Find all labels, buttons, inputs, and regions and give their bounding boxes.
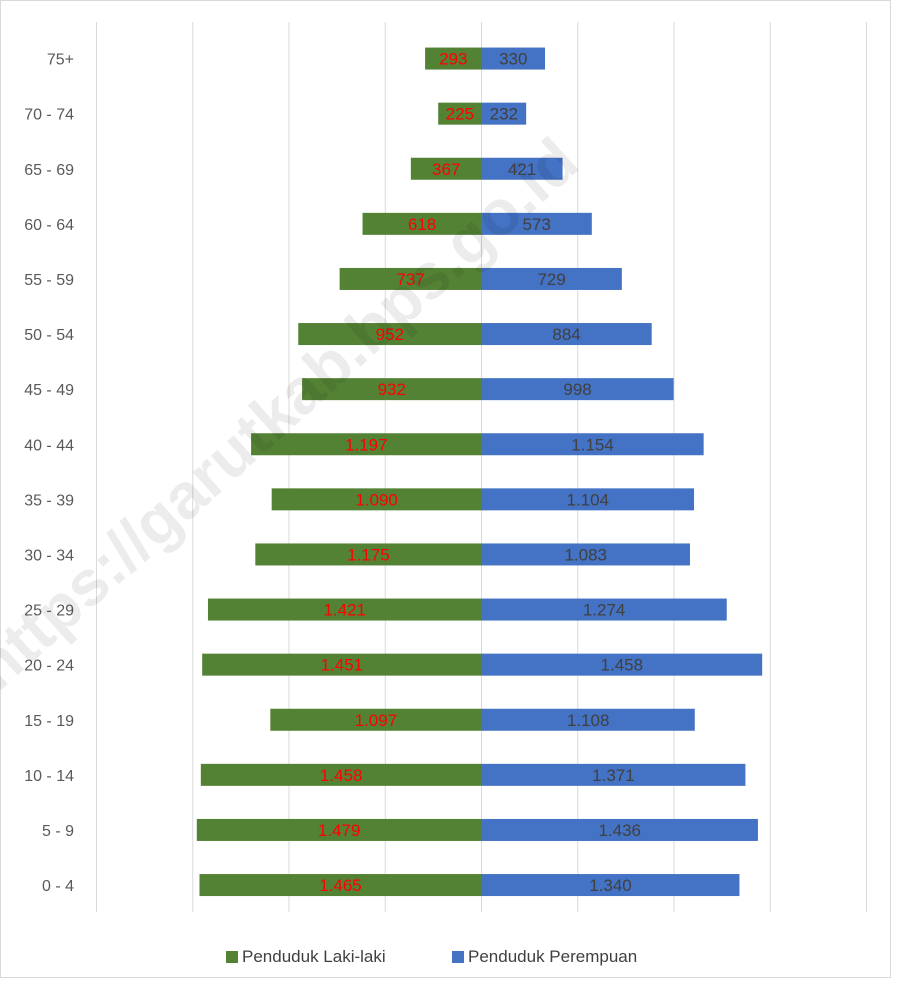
bar-female	[481, 323, 652, 346]
category-label: 30 - 34	[24, 547, 74, 564]
bar-male	[425, 47, 482, 70]
bar-male	[270, 708, 482, 731]
legend-label-male: Penduduk Laki-laki	[242, 947, 386, 966]
bar-female	[481, 653, 763, 676]
data-label-male: 618	[408, 215, 436, 234]
data-label-female: 330	[499, 50, 527, 69]
data-label-female: 232	[490, 105, 518, 124]
category-label: 15 - 19	[24, 713, 74, 730]
bar-female	[481, 488, 695, 511]
data-label-female: 573	[522, 215, 550, 234]
category-label: 60 - 64	[24, 217, 74, 234]
data-label-male: 932	[378, 380, 406, 399]
data-label-female: 1.108	[567, 711, 610, 730]
data-label-female: 1.340	[589, 876, 632, 895]
bar-female	[481, 47, 546, 70]
category-label: 25 - 29	[24, 603, 74, 620]
bar-female	[481, 157, 563, 180]
data-label-male: 952	[376, 325, 404, 344]
bar-female	[481, 708, 695, 731]
data-label-male: 1.421	[323, 601, 366, 620]
data-label-male: 1.197	[345, 435, 388, 454]
bar-female	[481, 598, 727, 621]
bar-female	[481, 212, 592, 235]
category-label: 20 - 24	[24, 658, 74, 675]
bar-female	[481, 267, 622, 290]
bar-male	[199, 874, 482, 897]
data-label-male: 225	[446, 105, 474, 124]
gridlines	[96, 22, 867, 912]
bar-female	[481, 543, 690, 566]
data-label-male: 1.097	[355, 711, 398, 730]
data-label-female: 884	[552, 325, 580, 344]
category-label: 55 - 59	[24, 272, 74, 289]
data-label-male: 293	[439, 50, 467, 69]
bar-male	[410, 157, 482, 180]
data-label-female: 1.371	[592, 766, 635, 785]
bar-male	[438, 102, 482, 125]
category-labels: 75+ 70 - 74 65 - 69 60 - 64 55 - 59 50 - 54 45…	[24, 52, 74, 895]
category-label: 65 - 69	[24, 162, 74, 179]
data-label-male: 367	[432, 160, 460, 179]
bar-male	[207, 598, 482, 621]
bars	[196, 47, 763, 897]
bar-female	[481, 818, 758, 841]
legend-swatch-male	[226, 951, 238, 963]
data-label-female: 1.083	[564, 545, 607, 564]
bar-female	[481, 874, 740, 897]
bar-male	[302, 378, 482, 401]
data-label-female: 421	[508, 160, 536, 179]
bar-female	[481, 102, 527, 125]
data-label-female: 1.104	[566, 490, 609, 509]
bar-male	[362, 212, 482, 235]
bar-male	[271, 488, 482, 511]
legend: Penduduk Laki-laki Penduduk Perempuan	[226, 947, 637, 966]
data-label-female: 1.458	[601, 656, 644, 675]
category-label: 70 - 74	[24, 107, 74, 124]
data-label-male: 1.451	[321, 656, 364, 675]
data-label-male: 1.479	[318, 821, 361, 840]
category-label: 40 - 44	[24, 437, 74, 454]
bar-female	[481, 378, 674, 401]
data-label-male: 1.465	[319, 876, 362, 895]
bar-male	[196, 818, 482, 841]
bar-female	[481, 433, 704, 456]
data-label-female: 1.436	[598, 821, 641, 840]
bar-male	[251, 433, 482, 456]
bar-male	[298, 323, 482, 346]
category-label: 10 - 14	[24, 768, 74, 785]
bar-female	[481, 763, 746, 786]
legend-label-female: Penduduk Perempuan	[468, 947, 637, 966]
category-label: 50 - 54	[24, 327, 74, 344]
data-label-male: 1.458	[320, 766, 363, 785]
data-label-female: 998	[563, 380, 591, 399]
category-label: 5 - 9	[42, 823, 74, 840]
bar-male	[339, 267, 482, 290]
bar-male	[200, 763, 482, 786]
data-labels: 293 330 225 232 367 421 618 573 737 729 952 884 932 9…	[318, 50, 644, 895]
legend-swatch-female	[452, 951, 464, 963]
data-label-female: 1.274	[583, 601, 626, 620]
data-label-female: 729	[537, 270, 565, 289]
data-label-female: 1.154	[571, 435, 614, 454]
category-label: 0 - 4	[42, 878, 74, 895]
bar-male	[202, 653, 482, 676]
data-label-male: 1.175	[347, 545, 390, 564]
category-label: 35 - 39	[24, 492, 74, 509]
category-label: 45 - 49	[24, 382, 74, 399]
data-label-male: 737	[396, 270, 424, 289]
bar-male	[255, 543, 482, 566]
category-label: 75+	[47, 52, 74, 69]
data-label-male: 1.090	[355, 490, 398, 509]
